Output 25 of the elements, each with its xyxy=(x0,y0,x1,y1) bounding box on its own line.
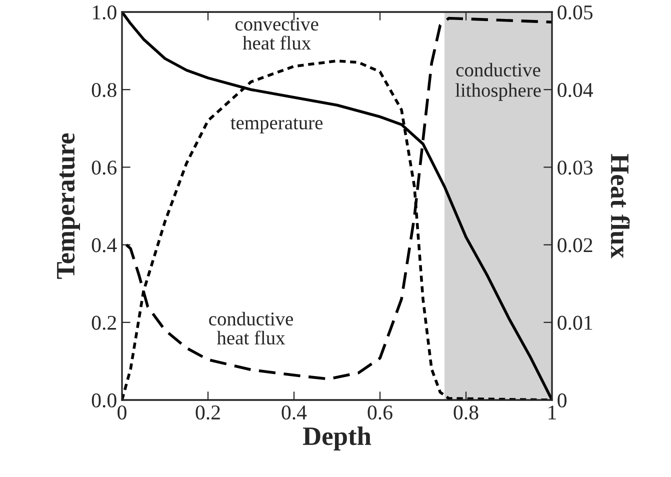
annotation: conductive heat flux xyxy=(209,312,293,345)
y-tick-label: 0.8 xyxy=(92,82,116,98)
y-axis-title: Temperature xyxy=(57,133,80,279)
x-tick-label: 0.2 xyxy=(196,405,220,420)
x-tick-label: 0.4 xyxy=(282,405,307,420)
y2-tick-label: 0.03 xyxy=(558,160,593,175)
y2-tick-label: 0.01 xyxy=(558,316,592,330)
y-tick-label: 0.6 xyxy=(92,160,117,175)
y-tick-label: 0.4 xyxy=(92,238,117,252)
annotation: temperature xyxy=(230,118,323,134)
x-tick-label: 0 xyxy=(118,405,126,420)
y2-tick-label: 0.02 xyxy=(558,238,592,252)
y2-tick-label: 0.05 xyxy=(558,5,593,20)
x-axis-title: Depth xyxy=(303,426,372,450)
y-tick-label: 0.2 xyxy=(92,316,116,330)
y2-tick-label: 0 xyxy=(558,393,566,408)
y2-axis-title: Heat flux xyxy=(610,154,630,258)
x-tick-label: 1 xyxy=(548,406,556,420)
x-tick-label: 0.8 xyxy=(454,405,478,420)
band-label: conductive lithosphere xyxy=(455,62,541,101)
annotation: convective heat flux xyxy=(235,18,318,50)
y-tick-label: 0.0 xyxy=(92,393,116,408)
y2-tick-label: 0.04 xyxy=(558,82,593,98)
y-tick-label: 1.0 xyxy=(92,5,116,20)
x-tick-label: 0.6 xyxy=(368,405,392,420)
